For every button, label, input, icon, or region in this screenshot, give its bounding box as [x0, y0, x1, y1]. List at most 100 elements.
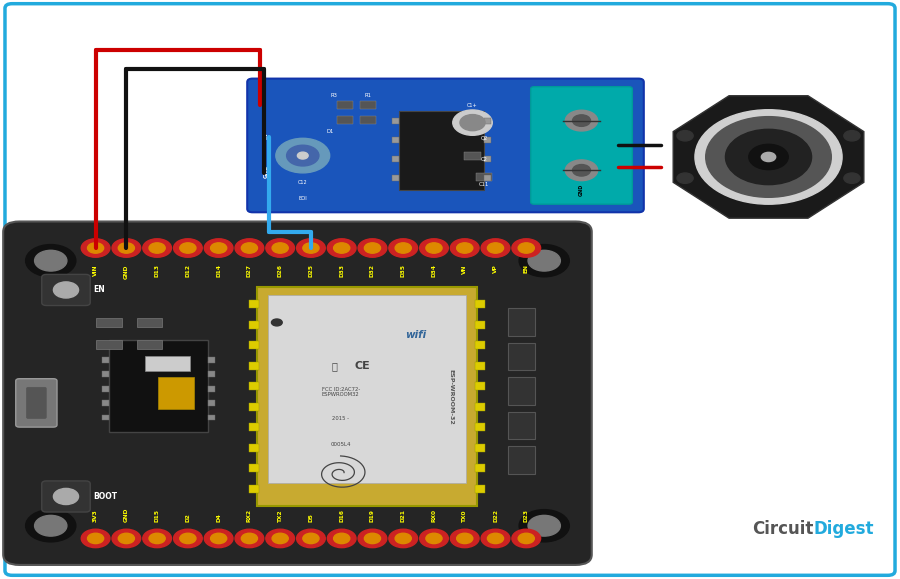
Bar: [96, 318, 122, 327]
Bar: [484, 156, 491, 162]
Circle shape: [25, 244, 76, 277]
Circle shape: [235, 529, 264, 548]
FancyBboxPatch shape: [41, 481, 90, 512]
Bar: [137, 340, 162, 350]
Circle shape: [482, 529, 510, 548]
Text: C11: C11: [479, 182, 490, 187]
Text: VN: VN: [463, 264, 467, 273]
Circle shape: [286, 145, 319, 166]
Circle shape: [81, 239, 110, 257]
Bar: [249, 341, 259, 349]
Circle shape: [143, 529, 172, 548]
Bar: [476, 173, 492, 181]
Bar: [208, 386, 215, 391]
Bar: [475, 444, 485, 452]
Text: C1+: C1+: [467, 102, 478, 108]
Text: GND: GND: [264, 164, 268, 178]
Bar: [475, 464, 485, 472]
Circle shape: [565, 110, 598, 131]
Text: IN: IN: [264, 132, 268, 138]
Circle shape: [266, 239, 294, 257]
Circle shape: [519, 244, 570, 277]
Text: D4: D4: [216, 514, 221, 522]
Circle shape: [725, 129, 812, 185]
Circle shape: [695, 109, 842, 204]
Circle shape: [512, 239, 541, 257]
Circle shape: [450, 239, 479, 257]
Circle shape: [419, 529, 448, 548]
Text: D35: D35: [400, 264, 406, 277]
Text: VIN: VIN: [93, 264, 98, 276]
Circle shape: [143, 239, 172, 257]
Circle shape: [87, 533, 104, 544]
Circle shape: [677, 173, 693, 184]
Text: FCC ID:2AC72-
ESPWROOM32: FCC ID:2AC72- ESPWROOM32: [321, 387, 360, 397]
Text: EN: EN: [524, 264, 529, 273]
Circle shape: [149, 243, 166, 253]
Bar: [508, 446, 536, 474]
Bar: [484, 137, 491, 143]
Circle shape: [272, 319, 283, 326]
Text: VCC: VCC: [264, 99, 268, 111]
Text: GND: GND: [124, 508, 129, 522]
Circle shape: [456, 243, 472, 253]
Bar: [475, 485, 485, 493]
Bar: [392, 137, 400, 143]
Bar: [475, 321, 485, 329]
Bar: [208, 400, 215, 406]
Bar: [475, 341, 485, 349]
Text: D1: D1: [326, 129, 334, 134]
Text: EOI: EOI: [299, 196, 307, 201]
Circle shape: [303, 243, 319, 253]
Text: D21: D21: [400, 510, 406, 522]
Circle shape: [53, 282, 78, 298]
Text: D33: D33: [339, 264, 344, 277]
Text: BOOT: BOOT: [93, 492, 117, 501]
Text: D34: D34: [431, 264, 436, 277]
Circle shape: [565, 160, 598, 181]
Text: Circuit: Circuit: [752, 521, 814, 538]
Bar: [137, 318, 162, 327]
Text: GND: GND: [579, 184, 584, 196]
Text: R3: R3: [330, 93, 338, 98]
Bar: [249, 485, 259, 493]
Circle shape: [275, 138, 329, 173]
Circle shape: [53, 489, 78, 504]
Bar: [508, 412, 536, 439]
Text: Digest: Digest: [814, 521, 874, 538]
Circle shape: [426, 243, 442, 253]
Circle shape: [488, 533, 504, 544]
Circle shape: [112, 239, 140, 257]
Bar: [360, 116, 376, 124]
Bar: [257, 287, 477, 506]
Circle shape: [272, 243, 288, 253]
Circle shape: [389, 239, 418, 257]
Circle shape: [25, 510, 76, 542]
Circle shape: [87, 243, 104, 253]
Circle shape: [358, 239, 387, 257]
Bar: [158, 377, 194, 409]
Text: D25: D25: [309, 264, 313, 277]
Circle shape: [297, 239, 325, 257]
Circle shape: [112, 529, 140, 548]
Bar: [96, 340, 122, 350]
Circle shape: [303, 533, 319, 544]
Circle shape: [844, 131, 860, 141]
Circle shape: [395, 243, 411, 253]
Circle shape: [297, 152, 308, 159]
Text: CE: CE: [355, 361, 371, 371]
Text: D15: D15: [155, 510, 159, 522]
Bar: [102, 400, 109, 406]
Circle shape: [34, 515, 67, 536]
FancyBboxPatch shape: [15, 379, 57, 427]
Text: D22: D22: [493, 510, 498, 522]
Circle shape: [241, 533, 257, 544]
Circle shape: [241, 243, 257, 253]
Text: C2: C2: [481, 157, 488, 162]
Bar: [360, 101, 376, 109]
Circle shape: [180, 243, 196, 253]
Polygon shape: [673, 96, 864, 218]
Text: D32: D32: [370, 264, 375, 277]
Circle shape: [528, 250, 561, 271]
Text: D5: D5: [309, 514, 313, 522]
